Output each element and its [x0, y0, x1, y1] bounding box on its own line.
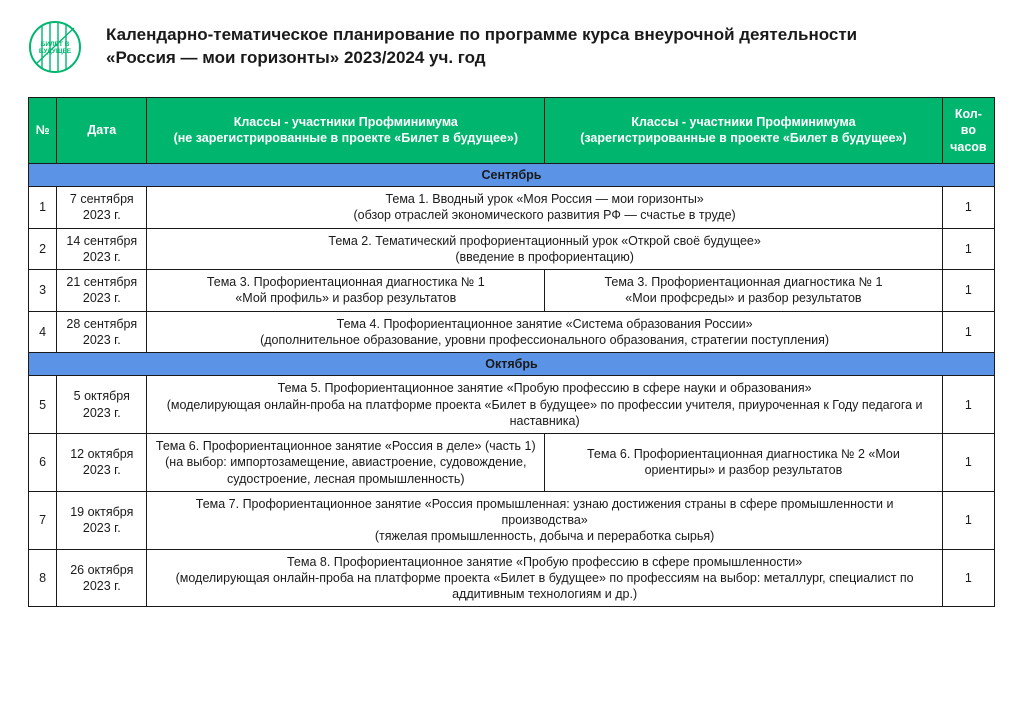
- cell-num: 8: [29, 549, 57, 607]
- cell-hours: 1: [942, 270, 994, 312]
- logo-text-2: БУДУЩЕЕ: [39, 48, 72, 55]
- topic-sub: (обзор отраслей экономического развития …: [153, 207, 935, 223]
- table-row: 826 октября 2023 г. Тема 8. Профориентаци…: [29, 549, 995, 607]
- table-row: 214 сентября 2023 г. Тема 2. Тематический…: [29, 228, 995, 270]
- cell-num: 7: [29, 491, 57, 549]
- cell-topic-merged: Тема 1. Вводный урок «Моя Россия — мои г…: [147, 187, 942, 229]
- cell-hours: 1: [942, 187, 994, 229]
- topic-main: Тема 2. Тематический профориентационный …: [153, 233, 935, 249]
- col-header-date: Дата: [57, 98, 147, 164]
- col-header-hours: Кол-во часов: [942, 98, 994, 164]
- topic-sub: (моделирующая онлайн-проба на платформе …: [153, 570, 935, 603]
- cell-hours: 1: [942, 549, 994, 607]
- cell-topic-merged: Тема 5. Профориентационное занятие «Проб…: [147, 376, 942, 434]
- topic-main: Тема 5. Профориентационное занятие «Проб…: [153, 380, 935, 396]
- cell-topic-merged: Тема 2. Тематический профориентационный …: [147, 228, 942, 270]
- cell-topic-merged: Тема 8. Профориентационное занятие «Проб…: [147, 549, 942, 607]
- title-line-2: «Россия — мои горизонты» 2023/2024 уч. г…: [106, 48, 486, 67]
- topic-main: Тема 6. Профориентационная диагностика №…: [551, 446, 936, 479]
- cell-hours: 1: [942, 434, 994, 492]
- table-header: № Дата Классы - участники Профминимума (…: [29, 98, 995, 164]
- table-row: 719 октября 2023 г.Тема 7. Профориентаци…: [29, 491, 995, 549]
- table-row: 55 октября 2023 г. Тема 5. Профориентацио…: [29, 376, 995, 434]
- month-label: Сентябрь: [29, 163, 995, 186]
- col-header-num: №: [29, 98, 57, 164]
- cell-date: 7 сентября 2023 г.: [57, 187, 147, 229]
- cell-date: 19 октября 2023 г.: [57, 491, 147, 549]
- cell-date: 21 сентября 2023 г.: [57, 270, 147, 312]
- cell-hours: 1: [942, 311, 994, 353]
- cell-topic-right: Тема 6. Профориентационная диагностика №…: [545, 434, 943, 492]
- table-row: 428 сентября 2023 г. Тема 4. Профориентац…: [29, 311, 995, 353]
- cell-num: 1: [29, 187, 57, 229]
- table-row: 612 октября 2023 г. Тема 6. Профориентаци…: [29, 434, 995, 492]
- page-title: Календарно-тематическое планирование по …: [106, 20, 857, 70]
- topic-main: Тема 7. Профориентационное занятие «Росс…: [153, 496, 935, 529]
- cell-num: 3: [29, 270, 57, 312]
- cell-topic-left: Тема 6. Профориентационное занятие «Росс…: [147, 434, 545, 492]
- topic-main: Тема 4. Профориентационное занятие «Сист…: [153, 316, 935, 332]
- cell-topic-merged: Тема 4. Профориентационное занятие «Сист…: [147, 311, 942, 353]
- cell-num: 4: [29, 311, 57, 353]
- cell-topic-left: Тема 3. Профориентационная диагностика №…: [147, 270, 545, 312]
- table-row: 17 сентября 2023 г.Тема 1. Вводный урок …: [29, 187, 995, 229]
- topic-main: Тема 3. Профориентационная диагностика №…: [153, 274, 538, 290]
- cell-date: 14 сентября 2023 г.: [57, 228, 147, 270]
- table-body: Сентябрь17 сентября 2023 г.Тема 1. Вводн…: [29, 163, 995, 607]
- logo: БИЛЕТ В БУДУЩЕЕ: [28, 20, 82, 79]
- topic-sub: (дополнительное образование, уровни проф…: [153, 332, 935, 348]
- cell-num: 5: [29, 376, 57, 434]
- cell-date: 5 октября 2023 г.: [57, 376, 147, 434]
- table-row: 321 сентября 2023 г. Тема 3. Профориентац…: [29, 270, 995, 312]
- logo-icon: БИЛЕТ В БУДУЩЕЕ: [28, 20, 82, 74]
- cell-num: 2: [29, 228, 57, 270]
- cell-num: 6: [29, 434, 57, 492]
- document-header: БИЛЕТ В БУДУЩЕЕ Календарно-тематическое …: [28, 20, 995, 79]
- title-line-1: Календарно-тематическое планирование по …: [106, 25, 857, 44]
- cell-topic-right: Тема 3. Профориентационная диагностика №…: [545, 270, 943, 312]
- col-header-unreg: Классы - участники Профминимума (не заре…: [147, 98, 545, 164]
- topic-sub: (введение в профориентацию): [153, 249, 935, 265]
- schedule-table: № Дата Классы - участники Профминимума (…: [28, 97, 995, 607]
- cell-hours: 1: [942, 491, 994, 549]
- cell-topic-merged: Тема 7. Профориентационное занятие «Росс…: [147, 491, 942, 549]
- topic-sub: «Мои профсреды» и разбор результатов: [551, 290, 936, 306]
- topic-main: Тема 6. Профориентационное занятие «Росс…: [153, 438, 538, 454]
- cell-date: 12 октября 2023 г.: [57, 434, 147, 492]
- month-row: Октябрь: [29, 353, 995, 376]
- cell-date: 28 сентября 2023 г.: [57, 311, 147, 353]
- cell-hours: 1: [942, 228, 994, 270]
- month-row: Сентябрь: [29, 163, 995, 186]
- topic-sub: (тяжелая промышленность, добыча и перера…: [153, 528, 935, 544]
- topic-sub: (на выбор: импортозамещение, авиастроени…: [153, 454, 538, 487]
- topic-sub: (моделирующая онлайн-проба на платформе …: [153, 397, 935, 430]
- topic-main: Тема 8. Профориентационное занятие «Проб…: [153, 554, 935, 570]
- topic-main: Тема 3. Профориентационная диагностика №…: [551, 274, 936, 290]
- logo-text-1: БИЛЕТ В: [41, 41, 70, 48]
- cell-hours: 1: [942, 376, 994, 434]
- topic-sub: «Мой профиль» и разбор результатов: [153, 290, 538, 306]
- cell-date: 26 октября 2023 г.: [57, 549, 147, 607]
- col-header-reg: Классы - участники Профминимума (зарегис…: [545, 98, 943, 164]
- topic-main: Тема 1. Вводный урок «Моя Россия — мои г…: [153, 191, 935, 207]
- month-label: Октябрь: [29, 353, 995, 376]
